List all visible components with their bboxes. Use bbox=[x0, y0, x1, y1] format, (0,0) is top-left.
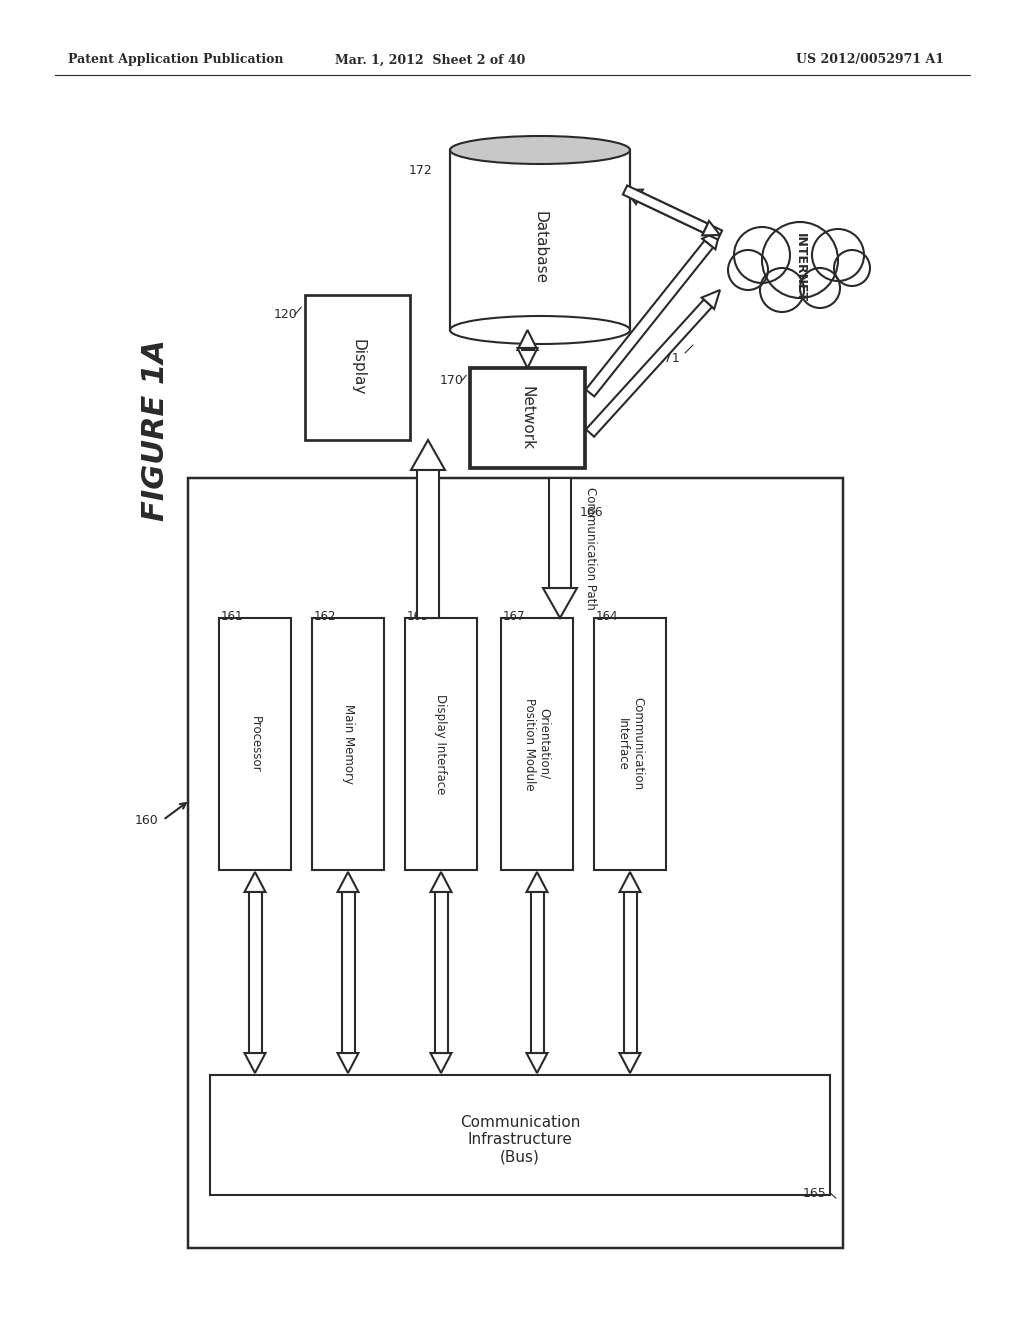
Bar bbox=[249, 892, 261, 1053]
Text: Communication
Interface: Communication Interface bbox=[616, 697, 644, 791]
Polygon shape bbox=[526, 873, 548, 892]
Bar bbox=[434, 892, 447, 1053]
Polygon shape bbox=[543, 587, 577, 618]
Text: 120: 120 bbox=[273, 309, 297, 322]
Bar bbox=[305, 294, 410, 440]
Circle shape bbox=[800, 268, 840, 308]
Text: Mar. 1, 2012  Sheet 2 of 40: Mar. 1, 2012 Sheet 2 of 40 bbox=[335, 54, 525, 66]
Circle shape bbox=[734, 227, 790, 282]
Text: Patent Application Publication: Patent Application Publication bbox=[68, 54, 284, 66]
Ellipse shape bbox=[450, 136, 630, 164]
Text: 165: 165 bbox=[802, 1187, 826, 1200]
Polygon shape bbox=[517, 330, 538, 350]
Text: 166: 166 bbox=[580, 507, 603, 520]
Text: Network: Network bbox=[520, 385, 535, 450]
Polygon shape bbox=[625, 190, 643, 205]
Text: 162: 162 bbox=[314, 610, 337, 623]
Bar bbox=[406, 618, 477, 870]
Bar bbox=[530, 892, 544, 1053]
Polygon shape bbox=[702, 220, 720, 235]
Circle shape bbox=[760, 268, 804, 312]
Text: 160: 160 bbox=[134, 813, 158, 826]
Text: 172: 172 bbox=[409, 164, 432, 177]
Polygon shape bbox=[620, 1053, 640, 1073]
Polygon shape bbox=[701, 290, 720, 309]
Polygon shape bbox=[620, 873, 640, 892]
Bar bbox=[521, 348, 534, 350]
Polygon shape bbox=[586, 300, 712, 437]
Text: 170: 170 bbox=[440, 374, 464, 387]
Bar bbox=[219, 618, 291, 870]
Polygon shape bbox=[245, 873, 265, 892]
Bar bbox=[470, 368, 585, 469]
Ellipse shape bbox=[450, 315, 630, 345]
Text: FIGURE 1A: FIGURE 1A bbox=[140, 339, 170, 521]
Circle shape bbox=[762, 222, 838, 298]
Bar bbox=[549, 478, 571, 587]
Text: 164: 164 bbox=[596, 610, 618, 623]
Polygon shape bbox=[702, 230, 720, 249]
Polygon shape bbox=[411, 440, 445, 470]
Polygon shape bbox=[430, 1053, 452, 1073]
Bar bbox=[594, 618, 666, 870]
Text: Display: Display bbox=[350, 339, 365, 396]
Text: 161: 161 bbox=[221, 610, 244, 623]
Text: Display Interface: Display Interface bbox=[434, 694, 447, 795]
Polygon shape bbox=[338, 1053, 358, 1073]
Bar bbox=[341, 892, 354, 1053]
Text: Orientation/
Position Module: Orientation/ Position Module bbox=[523, 698, 551, 791]
Bar bbox=[624, 892, 637, 1053]
Bar bbox=[501, 618, 573, 870]
Polygon shape bbox=[338, 873, 358, 892]
Polygon shape bbox=[637, 193, 722, 239]
Polygon shape bbox=[586, 240, 713, 396]
Text: Communication
Infrastructure
(Bus): Communication Infrastructure (Bus) bbox=[460, 1115, 581, 1166]
Text: Processor: Processor bbox=[249, 715, 261, 772]
Bar bbox=[312, 618, 384, 870]
Text: Communication Path: Communication Path bbox=[584, 487, 597, 610]
Polygon shape bbox=[623, 186, 708, 232]
Circle shape bbox=[834, 249, 870, 286]
Circle shape bbox=[728, 249, 768, 290]
Polygon shape bbox=[245, 1053, 265, 1073]
Text: INTERNET: INTERNET bbox=[794, 234, 807, 302]
Polygon shape bbox=[430, 873, 452, 892]
Bar bbox=[417, 470, 439, 618]
Text: US 2012/0052971 A1: US 2012/0052971 A1 bbox=[796, 54, 944, 66]
Text: 171: 171 bbox=[656, 351, 680, 364]
Bar bbox=[188, 478, 843, 1247]
Text: 163: 163 bbox=[407, 610, 429, 623]
Bar bbox=[210, 1074, 830, 1195]
Circle shape bbox=[812, 228, 864, 281]
Text: Main Memory: Main Memory bbox=[341, 704, 354, 784]
Bar bbox=[450, 315, 630, 330]
Polygon shape bbox=[526, 1053, 548, 1073]
Bar bbox=[450, 150, 630, 330]
Text: 167: 167 bbox=[503, 610, 525, 623]
Polygon shape bbox=[517, 348, 538, 368]
Text: Database: Database bbox=[532, 211, 548, 285]
